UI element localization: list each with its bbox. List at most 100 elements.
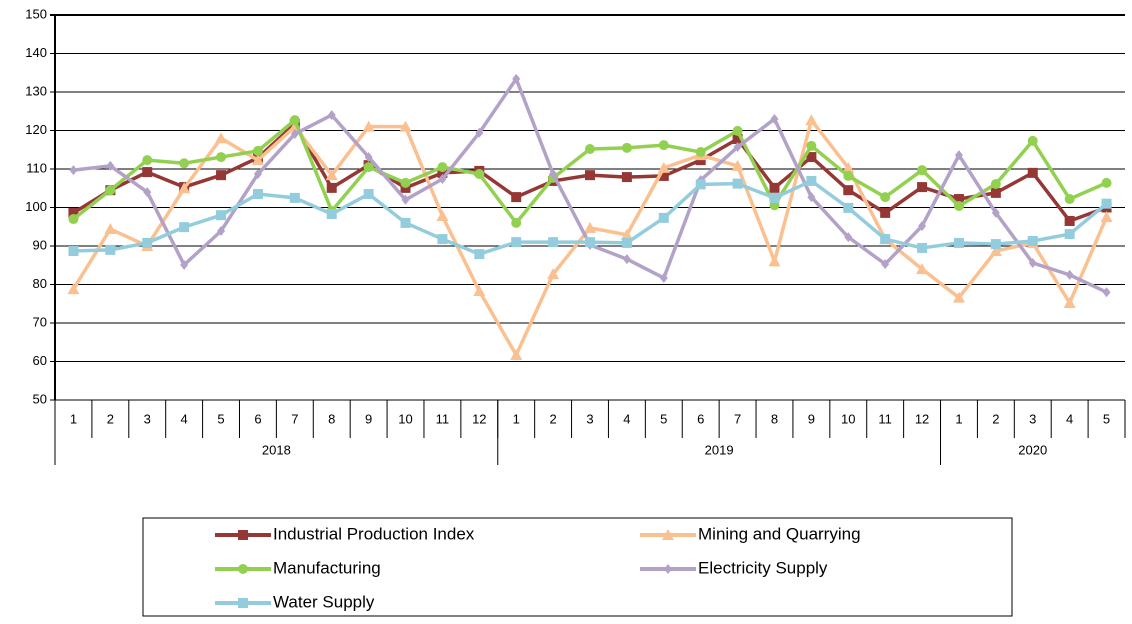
data-point bbox=[178, 182, 191, 194]
data-point bbox=[105, 185, 116, 196]
data-point bbox=[732, 178, 743, 189]
data-point bbox=[622, 254, 631, 265]
data-point bbox=[695, 155, 706, 166]
x-tick-label: 5 bbox=[1103, 411, 1110, 426]
x-tick-label: 2 bbox=[107, 411, 114, 426]
y-tick-label: 60 bbox=[33, 353, 47, 368]
data-point bbox=[585, 143, 595, 154]
legend-box bbox=[142, 517, 1013, 617]
data-point bbox=[179, 222, 190, 233]
data-point bbox=[918, 220, 927, 231]
x-group-label: 2020 bbox=[1018, 442, 1047, 457]
data-point bbox=[142, 167, 153, 178]
x-tick-label: 6 bbox=[697, 411, 704, 426]
x-tick-label: 10 bbox=[398, 411, 412, 426]
data-point bbox=[179, 158, 190, 169]
data-point bbox=[400, 217, 411, 228]
data-point bbox=[475, 127, 484, 138]
data-point bbox=[438, 174, 447, 185]
data-point bbox=[769, 192, 780, 203]
data-point bbox=[547, 268, 560, 280]
legend-marker bbox=[662, 529, 674, 540]
x-group-label: 2019 bbox=[705, 442, 734, 457]
x-tick-label: 6 bbox=[254, 411, 261, 426]
x-tick-label: 4 bbox=[623, 411, 630, 426]
x-tick-label: 3 bbox=[144, 411, 151, 426]
x-tick-label: 3 bbox=[1029, 411, 1036, 426]
x-tick-label: 5 bbox=[660, 411, 667, 426]
data-point bbox=[510, 348, 523, 360]
x-tick-label: 11 bbox=[878, 411, 892, 426]
data-point bbox=[216, 170, 227, 181]
data-point bbox=[325, 169, 338, 181]
data-point bbox=[732, 133, 743, 144]
data-point bbox=[621, 172, 632, 183]
data-point bbox=[1100, 211, 1113, 223]
data-point bbox=[806, 152, 817, 163]
x-tick-label: 1 bbox=[513, 411, 520, 426]
data-point bbox=[1028, 257, 1037, 268]
data-point bbox=[106, 160, 115, 171]
data-point bbox=[952, 291, 965, 303]
data-point bbox=[68, 246, 79, 257]
x-tick-label: 3 bbox=[586, 411, 593, 426]
data-point bbox=[1065, 269, 1074, 280]
legend-label: Electricity Supply bbox=[698, 558, 828, 577]
x-tick-label: 7 bbox=[734, 411, 741, 426]
data-point bbox=[290, 128, 299, 139]
data-point bbox=[770, 113, 779, 124]
x-tick-label: 2 bbox=[992, 411, 999, 426]
data-point bbox=[880, 234, 891, 245]
data-point bbox=[657, 161, 670, 173]
data-point bbox=[252, 189, 263, 200]
data-point bbox=[401, 194, 410, 205]
series-line bbox=[73, 77, 1108, 294]
data-point bbox=[105, 244, 116, 255]
legend-marker bbox=[238, 564, 248, 574]
data-point bbox=[1064, 229, 1075, 240]
data-point bbox=[953, 194, 964, 205]
y-tick-label: 120 bbox=[25, 122, 47, 137]
data-point bbox=[1102, 287, 1111, 298]
data-point bbox=[620, 228, 633, 240]
x-tick-label: 1 bbox=[955, 411, 962, 426]
data-point bbox=[991, 207, 1000, 218]
x-tick-label: 8 bbox=[328, 411, 335, 426]
data-point bbox=[363, 189, 374, 200]
data-point bbox=[548, 237, 559, 248]
data-point bbox=[326, 182, 337, 193]
data-point bbox=[512, 73, 521, 84]
data-point bbox=[474, 249, 485, 260]
x-tick-label: 9 bbox=[808, 411, 815, 426]
x-tick-label: 5 bbox=[217, 411, 224, 426]
data-point bbox=[1101, 177, 1112, 188]
y-tick-label: 150 bbox=[25, 6, 47, 21]
data-point bbox=[104, 223, 117, 235]
y-tick-label: 70 bbox=[33, 314, 47, 329]
data-point bbox=[585, 237, 595, 248]
y-tick-label: 50 bbox=[33, 391, 47, 406]
data-point bbox=[511, 192, 522, 203]
data-point bbox=[474, 169, 485, 180]
data-point bbox=[990, 239, 1001, 250]
y-tick-label: 90 bbox=[33, 237, 47, 252]
data-point bbox=[143, 187, 152, 198]
y-tick-label: 130 bbox=[25, 83, 47, 98]
data-point bbox=[364, 152, 373, 163]
data-point bbox=[436, 209, 449, 221]
data-point bbox=[69, 165, 78, 176]
data-point bbox=[658, 212, 669, 223]
data-point bbox=[585, 170, 595, 181]
data-point bbox=[400, 182, 411, 193]
data-point bbox=[916, 263, 929, 275]
data-point bbox=[584, 221, 596, 233]
data-point bbox=[990, 187, 1001, 198]
data-point bbox=[807, 192, 816, 203]
data-point bbox=[805, 114, 818, 126]
data-point bbox=[67, 283, 80, 295]
x-tick-label: 2 bbox=[549, 411, 556, 426]
legend-label: Water Supply bbox=[273, 592, 375, 611]
data-point bbox=[437, 234, 448, 245]
data-point bbox=[843, 202, 854, 213]
data-point bbox=[880, 207, 891, 218]
